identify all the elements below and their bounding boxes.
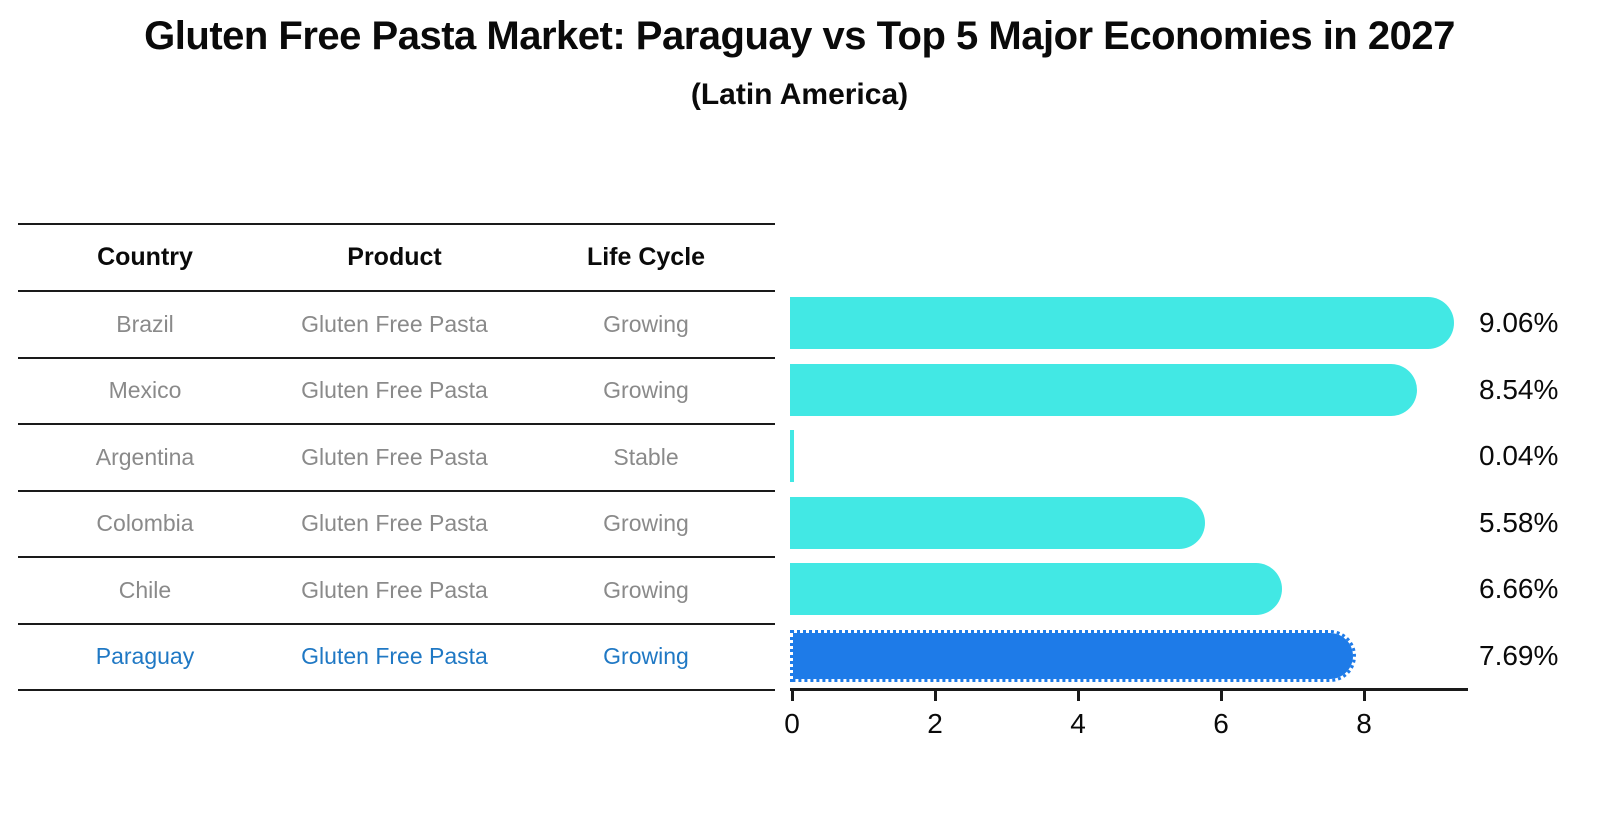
col-header-country: Country — [97, 243, 193, 271]
table-row: Chile Gluten Free Pasta Growing — [18, 558, 775, 625]
bar-value-label: 8.54% — [1479, 373, 1559, 405]
table-row-paraguay-highlighted: Paraguay Gluten Free Pasta Growing — [18, 625, 775, 691]
bar-paraguay-highlighted — [790, 629, 1356, 682]
col-header-product: Product — [347, 243, 442, 271]
col-header-lifecycle: Life Cycle — [586, 243, 706, 271]
x-axis-tick — [934, 690, 937, 701]
bar-value-label: 5.58% — [1479, 506, 1559, 538]
product-cell: Gluten Free Pasta — [301, 443, 488, 470]
bar-colombia — [790, 496, 1205, 549]
table-row: Colombia Gluten Free Pasta Growing — [18, 492, 775, 558]
x-axis-tick — [1220, 690, 1223, 701]
product-cell: Gluten Free Pasta — [301, 576, 488, 603]
country-cell: Mexico — [108, 377, 182, 404]
bar-brazil — [790, 297, 1454, 349]
lifecycle-cell: Growing — [603, 310, 689, 337]
table-row: Mexico Gluten Free Pasta Growing — [18, 359, 775, 425]
bar-chile — [790, 563, 1283, 615]
table-header-row: Country Product Life Cycle — [18, 225, 775, 292]
x-axis-tick-label: 4 — [1070, 708, 1086, 739]
lifecycle-cell: Growing — [603, 510, 689, 537]
chart-title: Gluten Free Pasta Market: Paraguay vs To… — [144, 14, 1455, 58]
product-cell: Gluten Free Pasta — [301, 643, 488, 670]
lifecycle-cell: Growing — [603, 377, 689, 404]
bar-value-label: 7.69% — [1479, 639, 1559, 671]
x-axis-tick — [791, 690, 794, 701]
country-cell: Colombia — [96, 510, 194, 537]
country-cell: Chile — [118, 576, 172, 603]
country-cell: Paraguay — [95, 643, 195, 670]
bar-mexico — [790, 363, 1417, 416]
x-axis-tick-label: 0 — [784, 708, 800, 739]
product-cell: Gluten Free Pasta — [301, 310, 488, 337]
lifecycle-cell: Growing — [603, 643, 689, 670]
bar-value-label: 6.66% — [1479, 573, 1559, 604]
product-cell: Gluten Free Pasta — [301, 377, 488, 404]
country-cell: Brazil — [116, 310, 174, 337]
x-axis-tick-label: 2 — [927, 708, 943, 739]
country-cell: Argentina — [95, 443, 195, 470]
bar-argentina — [790, 430, 794, 482]
table-row: Brazil Gluten Free Pasta Growing — [18, 292, 775, 359]
lifecycle-cell: Stable — [613, 443, 679, 470]
x-axis-spine — [790, 688, 1468, 691]
table-row: Argentina Gluten Free Pasta Stable — [18, 425, 775, 492]
x-axis-tick — [1363, 690, 1366, 701]
x-axis-tick-label: 6 — [1213, 708, 1229, 739]
x-axis-tick-label: 8 — [1356, 708, 1372, 739]
bar-value-label: 0.04% — [1479, 440, 1559, 471]
chart-subtitle: (Latin America) — [690, 78, 909, 111]
product-cell: Gluten Free Pasta — [301, 510, 488, 537]
lifecycle-cell: Growing — [603, 576, 689, 603]
x-axis-tick — [1077, 690, 1080, 701]
bar-value-label: 9.06% — [1479, 307, 1559, 338]
country-table: Country Product Life Cycle Brazil Gluten… — [18, 223, 775, 691]
